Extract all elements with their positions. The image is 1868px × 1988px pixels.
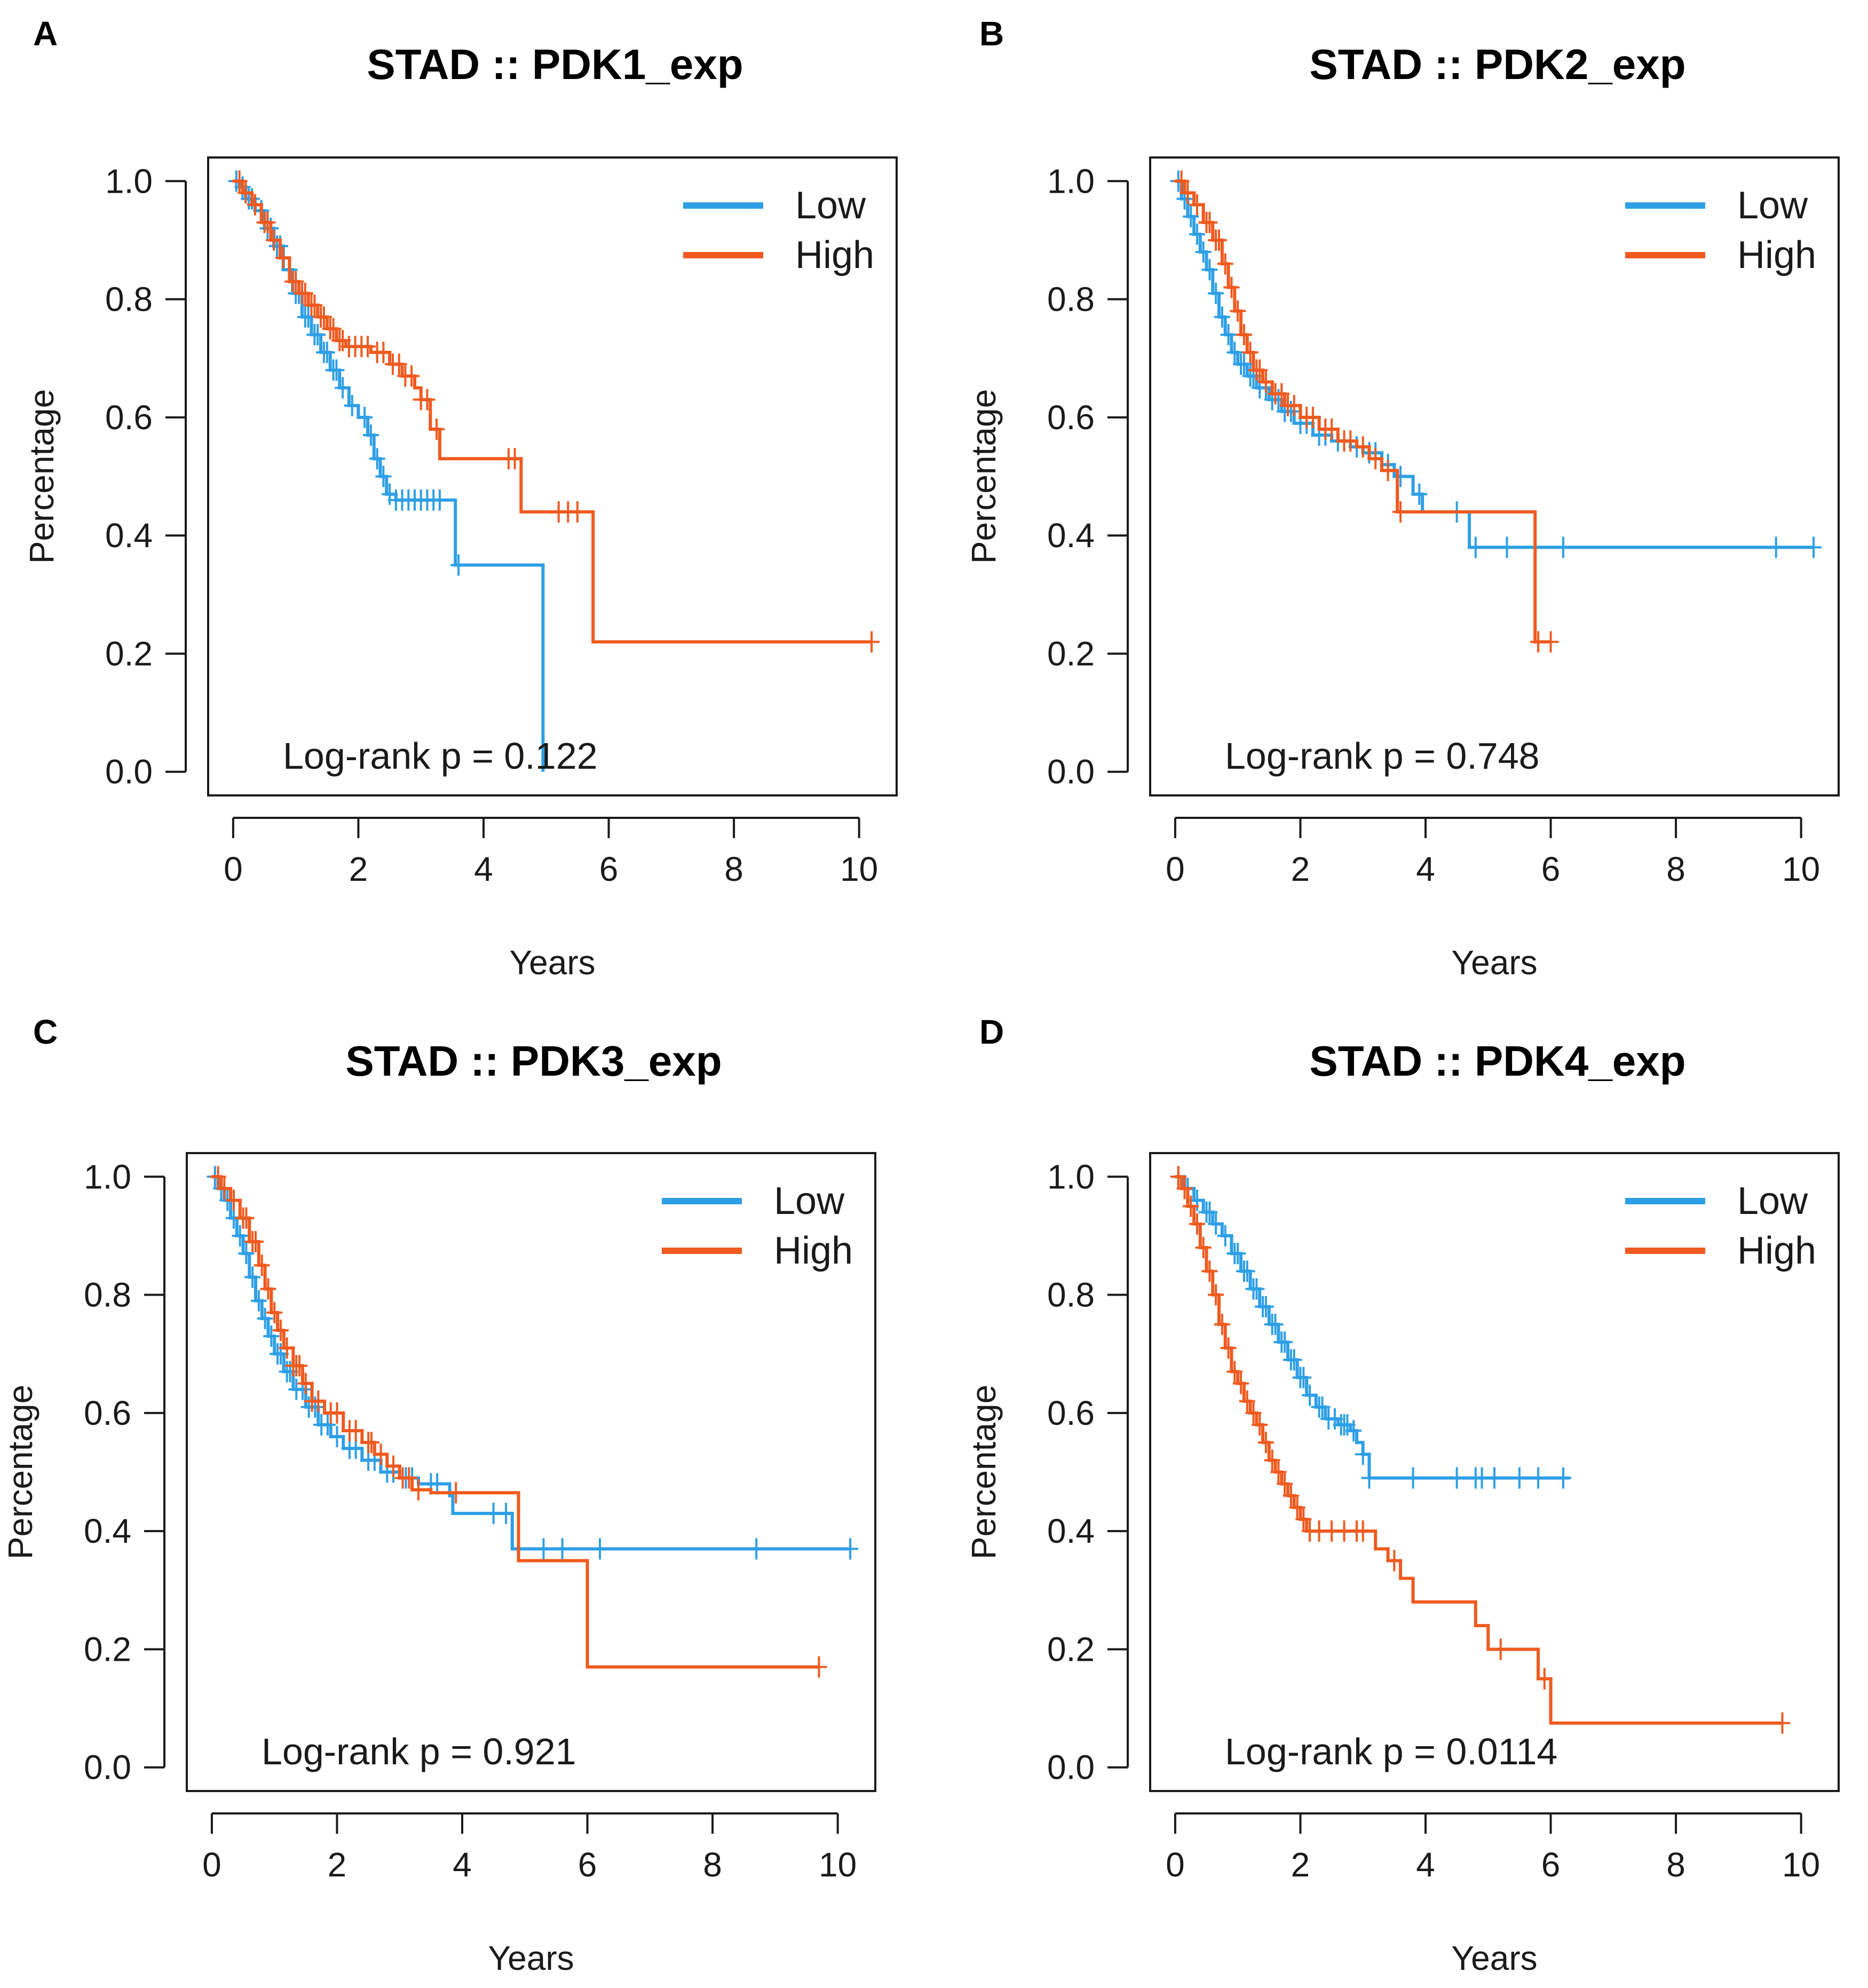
y-axis-title-d: Percentage (964, 1385, 1003, 1559)
x-tick-label: 4 (474, 850, 493, 888)
legend-label-low: Low (1737, 184, 1808, 227)
x-tick-label: 8 (1666, 1845, 1685, 1884)
legend-label-high: High (774, 1229, 853, 1272)
panel-a: A STAD :: PDK1_exp 0 2 4 6 8 10 0.0 0.2 0.4 0.6 0.… (22, 14, 898, 982)
legend-label-low: Low (795, 184, 866, 227)
y-tick-label: 1.0 (1047, 1157, 1095, 1196)
x-tick-label: 6 (1541, 850, 1561, 888)
x-tick-label: 2 (328, 1845, 347, 1884)
y-tick-label: 0.0 (1047, 1748, 1095, 1787)
legend-label-high: High (1737, 234, 1816, 277)
y-tick-label: 0.6 (1047, 398, 1095, 437)
x-tick-label: 0 (1166, 850, 1185, 888)
chart-title-a: STAD :: PDK1_exp (367, 41, 743, 88)
panel-letter-c: C (33, 1013, 58, 1051)
y-axis-title-a: Percentage (22, 389, 61, 564)
panel-d: D STAD :: PDK4_exp 0 2 4 6 8 10 0.0 0.2 0.4 0.6 0.… (964, 1013, 1840, 1977)
plot-frame-c (186, 1152, 876, 1792)
plot-area-d: 0 2 4 6 8 10 0.0 0.2 0.4 0.6 0.8 1.0 Years Percentage… (964, 1152, 1840, 1977)
plot-frame-d (1149, 1152, 1840, 1792)
y-tick-label: 0.6 (105, 398, 153, 437)
y-tick-label: 0.6 (84, 1394, 131, 1432)
x-tick-label: 6 (578, 1845, 597, 1884)
x-tick-label: 0 (224, 850, 243, 888)
x-tick-label: 4 (1416, 1845, 1435, 1884)
x-tick-label: 2 (349, 850, 368, 888)
y-tick-label: 0.4 (1047, 1512, 1095, 1550)
legend-label-high: High (795, 234, 874, 277)
x-tick-label: 10 (1782, 1845, 1820, 1884)
plot-frame-b (1149, 156, 1840, 796)
log-rank-annotation-a: Log-rank p = 0.122 (283, 735, 598, 777)
x-tick-label: 2 (1291, 850, 1310, 888)
plot-area-b: 0 2 4 6 8 10 0.0 0.2 0.4 0.6 0.8 1.0 Years Percentage… (964, 156, 1840, 982)
y-tick-label: 0.8 (1047, 1276, 1095, 1314)
series-line-low (1175, 179, 1814, 549)
y-tick-label: 0.2 (1047, 1630, 1095, 1668)
log-rank-annotation-c: Log-rank p = 0.921 (262, 1731, 576, 1772)
y-tick-label: 0.6 (1047, 1394, 1095, 1432)
y-axis-title-c: Percentage (1, 1385, 39, 1559)
chart-title-b: STAD :: PDK2_exp (1309, 41, 1685, 88)
x-tick-label: 4 (1416, 850, 1435, 888)
x-tick-label: 8 (1666, 850, 1685, 888)
x-tick-label: 0 (202, 1845, 221, 1884)
plot-frame-a (207, 156, 898, 796)
y-tick-label: 0.0 (1047, 753, 1095, 791)
legend-label-high: High (1737, 1229, 1816, 1272)
y-tick-label: 1.0 (1047, 162, 1095, 200)
series-line-high (1175, 1175, 1783, 1725)
chart-title-c: STAD :: PDK3_exp (345, 1037, 722, 1085)
x-tick-label: 6 (1541, 1845, 1561, 1884)
legend-label-low: Low (774, 1180, 845, 1222)
x-axis-title-b: Years (1451, 943, 1537, 982)
y-tick-label: 1.0 (105, 162, 153, 200)
y-tick-label: 0.8 (1047, 280, 1095, 319)
x-tick-label: 0 (1166, 1845, 1185, 1884)
y-tick-label: 0.2 (1047, 634, 1095, 673)
x-tick-label: 8 (724, 850, 743, 888)
x-axis-title-c: Years (488, 1939, 574, 1977)
panel-letter-d: D (979, 1013, 1004, 1051)
series-line-low (1175, 1175, 1570, 1480)
y-tick-label: 0.8 (84, 1276, 131, 1314)
x-tick-label: 10 (819, 1845, 857, 1884)
series-line-low (211, 1175, 851, 1551)
x-axis-title-a: Years (509, 943, 595, 982)
series-line-high (233, 179, 872, 644)
log-rank-annotation-b: Log-rank p = 0.748 (1225, 735, 1540, 777)
y-tick-label: 0.2 (105, 634, 153, 673)
x-tick-label: 6 (599, 850, 619, 888)
plot-area-a: 0 2 4 6 8 10 0.0 0.2 0.4 0.6 0.8 1.0 Years Percentage… (22, 156, 898, 982)
log-rank-annotation-d: Log-rank p = 0.0114 (1225, 1731, 1557, 1772)
plot-area-c: 0 2 4 6 8 10 0.0 0.2 0.4 0.6 0.8 1.0 Years Percentage… (1, 1152, 876, 1977)
panel-b: B STAD :: PDK2_exp 0 2 4 6 8 10 0.0 0.2 0.4 0.6 0.… (964, 14, 1840, 982)
x-tick-label: 4 (453, 1845, 472, 1884)
y-tick-label: 0.0 (84, 1748, 131, 1787)
y-tick-label: 0.4 (84, 1512, 131, 1550)
x-tick-label: 10 (1782, 850, 1820, 888)
panel-letter-a: A (33, 14, 58, 53)
y-tick-label: 1.0 (84, 1157, 131, 1196)
legend-label-low: Low (1737, 1180, 1808, 1222)
y-axis-title-b: Percentage (964, 389, 1003, 564)
x-tick-label: 10 (840, 850, 878, 888)
y-tick-label: 0.4 (105, 516, 153, 555)
y-tick-label: 0.4 (1047, 516, 1095, 555)
x-tick-label: 8 (703, 1845, 722, 1884)
panel-letter-b: B (979, 14, 1004, 53)
x-tick-label: 2 (1291, 1845, 1310, 1884)
chart-title-d: STAD :: PDK4_exp (1309, 1037, 1685, 1085)
panel-c: C STAD :: PDK3_exp 0 2 4 6 8 10 0.0 0.2 0.4 0.6 0.… (1, 1013, 876, 1977)
series-line-high (1175, 179, 1551, 644)
x-axis-title-d: Years (1451, 1939, 1537, 1977)
y-tick-label: 0.2 (84, 1630, 131, 1668)
y-tick-label: 0.8 (105, 280, 153, 319)
y-tick-label: 0.0 (105, 753, 153, 791)
